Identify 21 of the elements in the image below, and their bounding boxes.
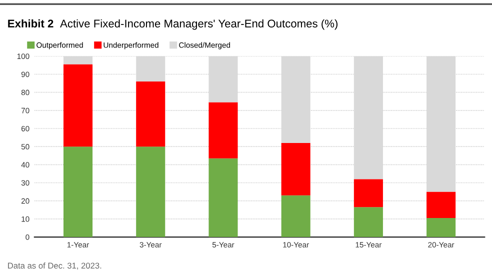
bar [63,64,93,147]
bar [426,56,456,192]
bar [136,146,166,238]
bar [354,207,383,238]
bar [63,146,93,238]
text: Data as of Dec. 31, 2023. [8,262,102,270]
bar [354,179,383,208]
bar [281,142,310,196]
bar [281,195,310,238]
bar [426,218,456,238]
bar [281,56,310,143]
bar [136,56,166,82]
bar [136,81,166,147]
chart-title: Exhibit 2 [8,19,54,28]
bar [208,56,238,102]
bar [63,56,93,64]
bar [208,158,238,238]
chart-subtitle: Active Fixed-Income Managers' Year-End Outcomes (%) [60,19,338,30]
bar [208,102,238,158]
bar [354,56,383,180]
bar [426,192,456,218]
